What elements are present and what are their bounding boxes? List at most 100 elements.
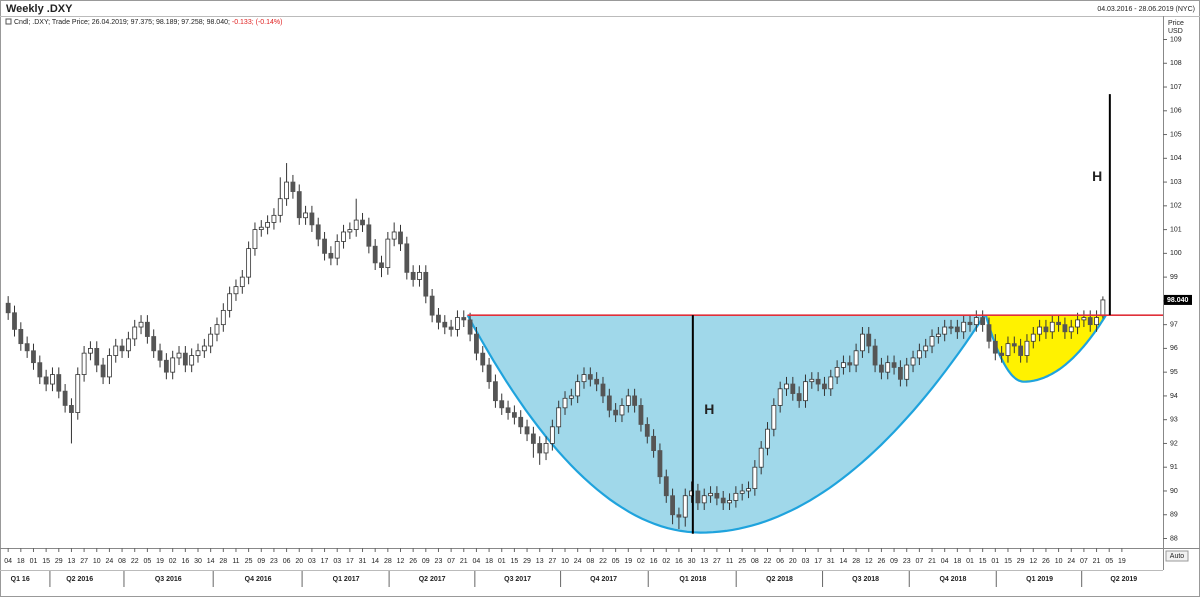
candle-body — [474, 333, 479, 354]
candle-body — [625, 395, 631, 406]
candle-body — [341, 231, 346, 242]
quarter-label: Q2 2016 — [66, 576, 93, 583]
x-tick-label: 21 — [1093, 558, 1101, 565]
candle-body — [334, 241, 340, 259]
candle-body — [505, 407, 511, 413]
x-tick-label: 12 — [1029, 558, 1037, 565]
handle-edge — [984, 314, 1107, 383]
x-tick-label: 20 — [295, 558, 303, 565]
x-tick-label: 03 — [308, 558, 316, 565]
candle-body — [353, 219, 359, 230]
candle-body — [891, 362, 897, 368]
y-tick-label: 107 — [1170, 84, 1182, 91]
y-tick-label: 109 — [1170, 36, 1182, 43]
candle-body — [94, 348, 100, 366]
x-tick-label: 11 — [232, 558, 239, 565]
candle-body — [771, 405, 777, 430]
candle-body — [170, 357, 176, 373]
candle-body — [493, 381, 498, 402]
x-tick-label: 17 — [346, 558, 354, 565]
candle-body — [910, 357, 916, 366]
x-tick-label: 23 — [435, 558, 443, 565]
candle-body — [568, 395, 574, 399]
candle-body — [201, 345, 207, 352]
candle-body — [195, 350, 201, 356]
candle-body — [992, 340, 998, 354]
x-tick-label: 05 — [1105, 558, 1113, 565]
x-tick-label: 25 — [245, 558, 253, 565]
candle-body — [132, 326, 138, 340]
candle-body — [379, 262, 384, 269]
candle-body — [227, 293, 233, 311]
y-tick-label: 89 — [1170, 512, 1178, 519]
candle-body — [1081, 317, 1087, 321]
x-tick-label: 02 — [637, 558, 645, 565]
quarter-label: Q1 2017 — [333, 576, 360, 583]
quarter-label: Q3 2018 — [852, 576, 879, 583]
candle-body — [151, 336, 157, 352]
info-icon — [5, 18, 12, 25]
candle-body — [942, 326, 948, 335]
candle-body — [1087, 317, 1093, 326]
x-tick-label: 21 — [928, 558, 936, 565]
candle-body — [404, 243, 410, 273]
scale-mode[interactable]: Auto — [1170, 553, 1185, 560]
y-tick-label: 96 — [1170, 345, 1178, 352]
y-tick-label: 108 — [1170, 60, 1182, 67]
candle-body — [1068, 326, 1074, 333]
candle-body — [923, 345, 929, 352]
y-tick-label: 99 — [1170, 274, 1178, 281]
quarter-label: Q2 2019 — [1110, 576, 1137, 583]
x-tick-label: 08 — [118, 558, 126, 565]
x-tick-label: 06 — [283, 558, 291, 565]
candle-body — [220, 309, 226, 326]
x-tick-label: 09 — [890, 558, 898, 565]
x-tick-label: 24 — [1067, 558, 1075, 565]
candle-body — [258, 226, 264, 230]
candle-body — [480, 352, 486, 366]
candle-body — [360, 219, 365, 226]
info-change: -0.133; (-0.14%) — [232, 19, 283, 26]
x-tick-label: 09 — [422, 558, 430, 565]
x-tick-label: 22 — [764, 558, 772, 565]
quarter-label: Q2 2018 — [766, 576, 793, 583]
x-tick-label: 26 — [878, 558, 886, 565]
candle-body — [822, 383, 827, 390]
scale-mode-button[interactable] — [1165, 550, 1189, 562]
y-tick-label: 88 — [1170, 535, 1178, 542]
x-tick-label: 07 — [1080, 558, 1088, 565]
candle-body — [670, 495, 675, 516]
x-tick-label: 04 — [473, 558, 481, 565]
candle-body — [746, 488, 751, 492]
candle-body — [929, 336, 935, 347]
x-tick-label: 30 — [688, 558, 696, 565]
x-tick-label: 16 — [675, 558, 683, 565]
candle-body — [1037, 326, 1043, 335]
candle-body — [651, 435, 657, 451]
candle-body — [695, 490, 701, 504]
candle-body — [790, 383, 796, 394]
x-tick-label: 16 — [650, 558, 658, 565]
candle-body — [828, 376, 834, 390]
info-text: Cndl; .DXY; Trade Price; 26.04.2019; 97.… — [14, 19, 230, 26]
candle-body — [328, 252, 334, 259]
candle-body — [935, 333, 941, 337]
candle-body — [398, 231, 403, 245]
candle-body — [758, 447, 764, 468]
candle-body — [252, 229, 258, 250]
x-tick-label: 29 — [1017, 558, 1025, 565]
candle-body — [1011, 343, 1017, 347]
x-tick-label: 22 — [599, 558, 607, 565]
candle-body — [575, 381, 581, 397]
candle-body — [809, 378, 815, 383]
x-tick-label: 30 — [194, 558, 202, 565]
x-tick-label: 23 — [270, 558, 278, 565]
candle-body — [777, 388, 783, 406]
x-tick-label: 31 — [359, 558, 367, 565]
candle-body — [309, 212, 315, 226]
candle-body — [796, 393, 802, 402]
candle-body — [973, 317, 979, 326]
x-tick-label: 23 — [903, 558, 911, 565]
candle-body — [537, 443, 543, 454]
